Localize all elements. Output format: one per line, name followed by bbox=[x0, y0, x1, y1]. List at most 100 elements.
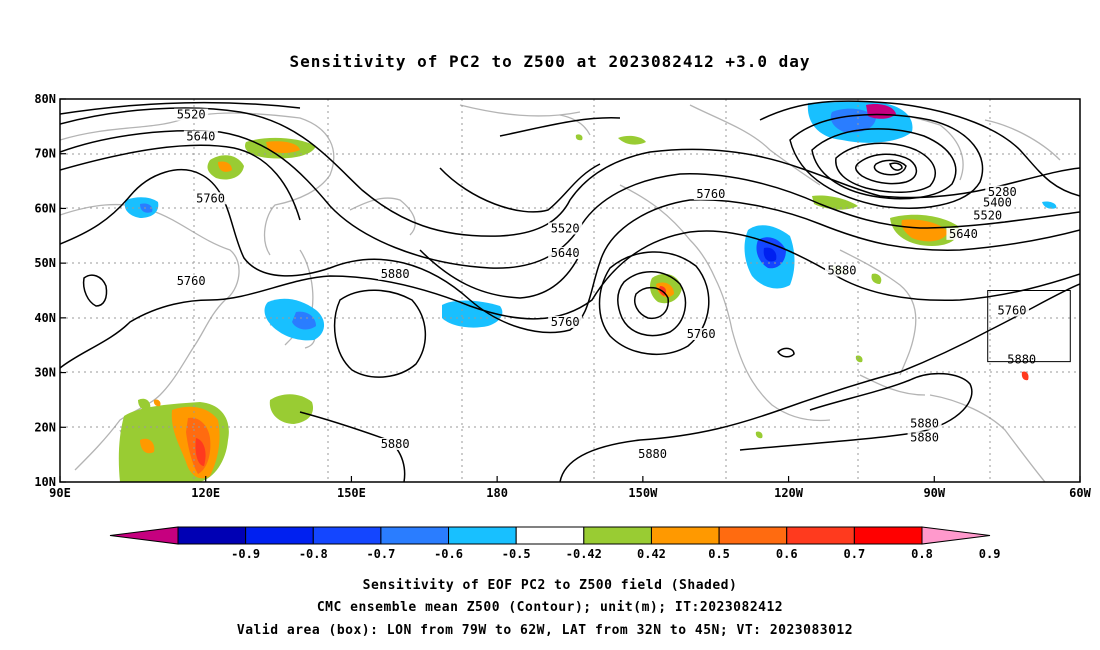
colorbar-bin bbox=[853, 526, 923, 545]
contour-small-east bbox=[777, 347, 795, 358]
contour-label: 5760 bbox=[995, 303, 1029, 317]
footer-line-2: CMC ensemble mean Z500 (Contour); unit(m… bbox=[317, 600, 783, 615]
contour-label-bg bbox=[548, 247, 583, 260]
longitude-axis: 90E 120E 150E 180 150W 120W 90W 60W bbox=[49, 476, 1092, 500]
contour-arc-siberia bbox=[60, 144, 301, 221]
colorbar-level-label: 0.8 bbox=[911, 547, 933, 561]
colorbar-level-label: -0.6 bbox=[434, 547, 463, 561]
contour-label: 5760 bbox=[548, 315, 583, 329]
colorbar-bin bbox=[177, 526, 247, 545]
contour-label-bg bbox=[174, 274, 209, 287]
contour-5880-east bbox=[559, 283, 1080, 482]
contour-label: 5640 bbox=[183, 129, 218, 143]
lon-tick-label: 180 bbox=[486, 486, 508, 500]
lon-tick-label: 90E bbox=[49, 486, 71, 500]
contour-label-text: 5760 bbox=[551, 315, 580, 329]
contour-label: 5640 bbox=[548, 246, 583, 260]
contour-label-bg bbox=[635, 447, 670, 460]
colorbar-level-label: 0.6 bbox=[776, 547, 798, 561]
colorbar: -0.9 -0.8 -0.7 -0.6 -0.5 -0.42 0.42 0.5 0.6 0.7 0.… bbox=[109, 526, 1001, 561]
colorbar-bin bbox=[786, 526, 855, 545]
colorbar-level-label: -0.8 bbox=[299, 547, 328, 561]
contour-label-text: 5520 bbox=[177, 108, 206, 122]
map-panel: 5520564057605760588058805520564057605760… bbox=[34, 92, 1091, 500]
contour-label-bg bbox=[183, 130, 218, 143]
contour-label-text: 5280 bbox=[988, 185, 1017, 199]
contour-low-gulf-inner bbox=[634, 286, 669, 320]
contour-arc-north bbox=[60, 101, 301, 115]
contour-label-text: 5640 bbox=[551, 246, 580, 260]
valid-area-box bbox=[987, 290, 1071, 363]
contour-label: 5520 bbox=[548, 221, 583, 235]
colorbar-high-triangle bbox=[921, 526, 991, 545]
colorbar-level-label: -0.7 bbox=[366, 547, 395, 561]
colorbar-bin bbox=[312, 526, 382, 545]
contour-label-text: 5400 bbox=[983, 196, 1012, 210]
contour-label-text: 5880 bbox=[1007, 353, 1036, 367]
colorbar-bin bbox=[650, 526, 720, 545]
contour-label-text: 5880 bbox=[381, 437, 410, 451]
contour-label-bg bbox=[946, 227, 981, 240]
lat-tick-label: 10N bbox=[34, 475, 56, 489]
contour-label-text: 5760 bbox=[177, 274, 206, 288]
footer-line-1: Sensitivity of EOF PC2 to Z500 field (Sh… bbox=[363, 578, 738, 593]
contour-cut-west bbox=[82, 274, 108, 307]
contour-label-text: 5760 bbox=[696, 187, 725, 201]
contour-label-text: 5880 bbox=[910, 430, 939, 444]
contour-label-text: 5640 bbox=[949, 227, 978, 241]
contour-label: 5640 bbox=[946, 227, 981, 241]
contour-label-bg bbox=[378, 267, 413, 280]
contour-label: 5520 bbox=[174, 108, 209, 122]
contour-label: 5760 bbox=[684, 327, 719, 341]
contour-label-text: 5880 bbox=[381, 267, 410, 281]
contour-label: 5520 bbox=[970, 208, 1005, 222]
contour-labels: 5520564057605760588058805520564057605760… bbox=[174, 108, 1039, 461]
contour-label: 5880 bbox=[825, 264, 859, 278]
contour-label-bg bbox=[378, 437, 413, 450]
contour-label-bg bbox=[995, 304, 1029, 317]
colorbar-bin bbox=[380, 526, 450, 545]
contour-low-atl-1 bbox=[789, 113, 984, 209]
colorbar-bin bbox=[448, 526, 517, 545]
figure-title: Sensitivity of PC2 to Z500 at 2023082412… bbox=[289, 52, 810, 71]
contour-label-bg bbox=[825, 264, 859, 277]
contour-low-atl-6 bbox=[889, 162, 903, 171]
contour-label: 5760 bbox=[174, 274, 209, 288]
colorbar-bin bbox=[718, 526, 788, 545]
contour-low-atl-2 bbox=[811, 128, 957, 200]
contour-label-bg bbox=[1004, 353, 1039, 366]
contour-label-bg bbox=[980, 196, 1015, 209]
contour-label-text: 5520 bbox=[973, 208, 1002, 222]
colorbar-level-label: -0.42 bbox=[566, 547, 602, 561]
contour-label-bg bbox=[907, 417, 942, 430]
colorbar-level-label: 0.7 bbox=[844, 547, 866, 561]
colorbar-bin bbox=[245, 526, 314, 545]
contour-label-bg bbox=[684, 328, 719, 341]
lon-tick-label: 150W bbox=[628, 486, 658, 500]
lat-tick-label: 80N bbox=[34, 92, 56, 106]
map-border bbox=[59, 98, 1081, 483]
lon-tick-label: 120W bbox=[774, 486, 804, 500]
contour-label-bg bbox=[970, 209, 1005, 222]
contour-label-bg bbox=[985, 185, 1020, 198]
contour-label: 5880 bbox=[378, 437, 413, 451]
contour-label-bg bbox=[174, 108, 209, 121]
contour-label: 5880 bbox=[635, 447, 670, 461]
contour-label-bg bbox=[907, 431, 942, 444]
contour-label-text: 5880 bbox=[828, 264, 857, 278]
contour-label: 5880 bbox=[1004, 353, 1039, 367]
contour-label-bg bbox=[548, 315, 583, 328]
lat-tick-label: 70N bbox=[34, 147, 56, 161]
lon-tick-label: 150E bbox=[337, 486, 366, 500]
colorbar-level-label: 0.5 bbox=[708, 547, 730, 561]
contour-low-gulf-mid bbox=[617, 271, 687, 337]
contour-label: 5880 bbox=[907, 417, 942, 431]
lon-tick-label: 90W bbox=[923, 486, 945, 500]
contour-label: 5880 bbox=[907, 430, 942, 444]
colorbar-level-label: 0.9 bbox=[979, 547, 1001, 561]
lat-tick-label: 30N bbox=[34, 366, 56, 380]
contour-5760-west bbox=[60, 169, 1080, 334]
contour-label-bg bbox=[548, 222, 583, 235]
contour-label-text: 5760 bbox=[196, 191, 225, 205]
